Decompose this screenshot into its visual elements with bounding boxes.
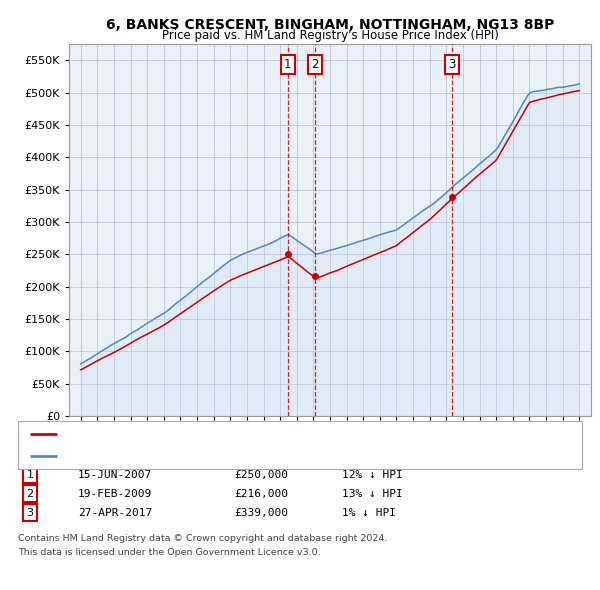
Text: 6, BANKS CRESCENT, BINGHAM, NOTTINGHAM, NG13 8BP (detached house): 6, BANKS CRESCENT, BINGHAM, NOTTINGHAM, … — [60, 429, 455, 439]
Text: 1: 1 — [26, 470, 34, 480]
Text: 1: 1 — [284, 58, 292, 71]
Text: Contains HM Land Registry data © Crown copyright and database right 2024.: Contains HM Land Registry data © Crown c… — [18, 534, 388, 543]
Text: This data is licensed under the Open Government Licence v3.0.: This data is licensed under the Open Gov… — [18, 548, 320, 556]
Text: 13% ↓ HPI: 13% ↓ HPI — [342, 489, 403, 499]
Text: 3: 3 — [26, 508, 34, 517]
Text: 15-JUN-2007: 15-JUN-2007 — [78, 470, 152, 480]
Text: £216,000: £216,000 — [234, 489, 288, 499]
Text: 6, BANKS CRESCENT, BINGHAM, NOTTINGHAM, NG13 8BP: 6, BANKS CRESCENT, BINGHAM, NOTTINGHAM, … — [106, 18, 554, 32]
Text: 2: 2 — [26, 489, 34, 499]
Text: 12% ↓ HPI: 12% ↓ HPI — [342, 470, 403, 480]
Text: 2: 2 — [311, 58, 319, 71]
Text: 19-FEB-2009: 19-FEB-2009 — [78, 489, 152, 499]
Text: 27-APR-2017: 27-APR-2017 — [78, 508, 152, 517]
Text: Price paid vs. HM Land Registry's House Price Index (HPI): Price paid vs. HM Land Registry's House … — [161, 30, 499, 42]
Text: £339,000: £339,000 — [234, 508, 288, 517]
Text: 1% ↓ HPI: 1% ↓ HPI — [342, 508, 396, 517]
Text: 3: 3 — [448, 58, 455, 71]
Text: £250,000: £250,000 — [234, 470, 288, 480]
Text: HPI: Average price, detached house, Rushcliffe: HPI: Average price, detached house, Rush… — [60, 451, 304, 461]
